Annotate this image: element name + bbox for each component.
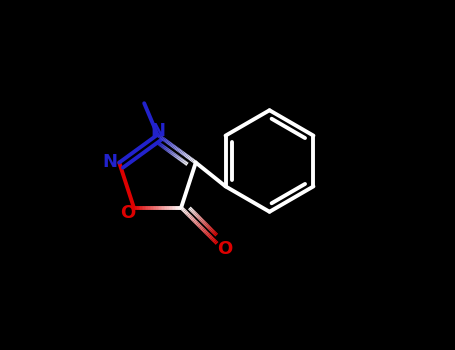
Text: N: N (151, 122, 166, 140)
Text: O: O (120, 204, 135, 222)
Text: O: O (217, 240, 233, 258)
Text: N: N (102, 153, 117, 171)
